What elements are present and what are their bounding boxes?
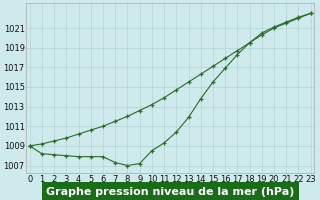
X-axis label: Graphe pression niveau de la mer (hPa): Graphe pression niveau de la mer (hPa) xyxy=(46,187,294,197)
